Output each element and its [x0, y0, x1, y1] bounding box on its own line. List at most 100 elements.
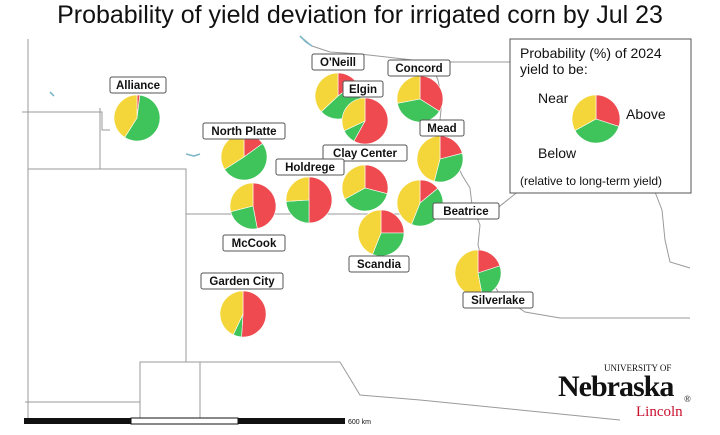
legend-pie-below-slice: [595, 94, 621, 127]
pie-clay-center-near-slice: [341, 164, 366, 200]
pie-o-neill-near-slice: [314, 72, 339, 113]
site-label-box-elgin: [342, 80, 384, 98]
site-label-box-garden-city: [200, 272, 284, 290]
scale-segment-1: [24, 418, 131, 424]
site-label-box-o-neill: [311, 53, 365, 71]
site-label-box-holdrege: [275, 158, 345, 176]
pie-mead-near-slice: [416, 135, 441, 182]
pie-mccook-near-slice: [229, 182, 254, 213]
pie-concord: [396, 75, 444, 123]
pie-north-platte-above-slice: [224, 143, 268, 181]
scale-segment-2: [130, 417, 239, 425]
pie-alliance-above-slice: [124, 94, 161, 142]
logo-university-text: UNIVERSITY OF: [604, 363, 671, 373]
pie-elgin-below-slice: [353, 97, 389, 145]
site-label-text-mccook: McCook: [232, 238, 277, 250]
pie-elgin-near-slice: [341, 97, 366, 132]
site-label-text-o-neill: O'Neill: [320, 57, 356, 69]
site-label-clay-center: Clay Center: [322, 144, 408, 162]
scale-label: 600 km: [348, 419, 371, 426]
site-label-box-scandia: [348, 255, 410, 273]
site-label-box-north-platte: [202, 122, 286, 140]
pie-elgin: [341, 97, 389, 145]
site-label-box-mead: [419, 119, 465, 137]
pie-scandia-near-slice: [357, 209, 382, 255]
site-label-text-mead: Mead: [427, 123, 456, 135]
site-label-north-platte: North Platte: [202, 122, 286, 140]
site-label-box-silverlake: [462, 291, 534, 309]
site-label-text-concord: Concord: [395, 63, 442, 75]
legend: Probability (%) of 2024 yield to be: Nea…: [509, 38, 692, 194]
pie-mccook-below-slice: [252, 182, 277, 229]
pie-alliance-near-slice: [113, 94, 138, 138]
site-label-text-beatrice: Beatrice: [443, 206, 488, 218]
site-label-beatrice: Beatrice: [432, 202, 500, 220]
site-label-text-silverlake: Silverlake: [471, 295, 525, 307]
pie-mccook: [229, 182, 277, 230]
legend-pie: [571, 94, 621, 144]
pie-garden-city-below-slice: [241, 290, 267, 338]
pie-scandia-above-slice: [372, 232, 405, 257]
scale-bar: 600 km: [24, 417, 371, 426]
pie-silverlake: [454, 249, 502, 297]
pie-concord-near-slice: [396, 75, 421, 104]
pie-north-platte: [220, 133, 268, 181]
site-label-box-clay-center: [322, 144, 408, 162]
site-label-elgin: Elgin: [342, 80, 384, 98]
pie-mead-above-slice: [433, 152, 464, 183]
pie-clay-center-below-slice: [364, 164, 389, 195]
site-label-box-beatrice: [432, 202, 500, 220]
site-label-text-clay-center: Clay Center: [333, 148, 397, 160]
site-label-scandia: Scandia: [348, 255, 410, 273]
site-label-text-elgin: Elgin: [349, 84, 377, 96]
legend-above-label: Above: [626, 106, 666, 122]
site-label-text-scandia: Scandia: [357, 259, 402, 271]
logo-registered-mark: ®: [684, 394, 691, 404]
unl-logo: UNIVERSITY OF Nebraska ® Lincoln: [558, 363, 691, 420]
legend-note: (relative to long-term yield): [520, 174, 662, 188]
pie-holdrege: [285, 176, 333, 224]
pie-beatrice-near-slice: [396, 179, 421, 225]
pie-garden-city-near-slice: [219, 290, 244, 336]
legend-heading-line2: yield to be:: [520, 61, 588, 77]
site-label-mccook: McCook: [222, 234, 286, 252]
logo-nebraska-text: Nebraska: [558, 370, 674, 403]
site-label-text-holdrege: Holdrege: [285, 162, 335, 174]
label-layer: Alliance O'Neill Elgin Concord North Platte M…: [109, 53, 534, 309]
pie-holdrege-near-slice: [285, 176, 310, 202]
legend-pie-above-slice: [574, 118, 620, 144]
legend-below-label: Below: [538, 145, 577, 161]
map-title: Probability of yield deviation for irrig…: [57, 1, 663, 29]
legend-heading-line1: Probability (%) of 2024: [520, 45, 662, 61]
site-label-text-garden-city: Garden City: [209, 276, 275, 288]
pie-silverlake-near-slice: [454, 249, 483, 297]
site-label-text-north-platte: North Platte: [211, 126, 276, 138]
pie-clay-center-above-slice: [344, 187, 388, 212]
pie-alliance: [113, 94, 161, 142]
site-label-garden-city: Garden City: [200, 272, 284, 290]
pie-concord-above-slice: [397, 98, 440, 123]
legend-near-label: Near: [538, 90, 569, 106]
pie-clay-center: [341, 164, 389, 212]
site-label-holdrege: Holdrege: [275, 158, 345, 176]
site-label-concord: Concord: [387, 59, 451, 77]
logo-lincoln-text: Lincoln: [636, 404, 683, 420]
legend-pie-near-slice: [571, 94, 597, 131]
site-label-alliance: Alliance: [109, 76, 167, 94]
site-label-box-mccook: [222, 234, 286, 252]
site-label-silverlake: Silverlake: [462, 291, 534, 309]
pie-scandia-below-slice: [380, 209, 405, 234]
site-label-mead: Mead: [419, 119, 465, 137]
pie-mccook-above-slice: [230, 205, 258, 230]
site-label-box-concord: [387, 59, 451, 77]
scale-segment-3: [238, 418, 345, 424]
water-features: [49, 35, 313, 157]
site-label-text-alliance: Alliance: [116, 80, 160, 92]
pie-garden-city: [219, 290, 267, 338]
pie-holdrege-below-slice: [308, 176, 333, 224]
pie-holdrege-above-slice: [285, 199, 310, 224]
pie-mead: [416, 135, 464, 183]
site-label-o-neill: O'Neill: [311, 53, 365, 71]
pie-scandia: [357, 209, 405, 257]
